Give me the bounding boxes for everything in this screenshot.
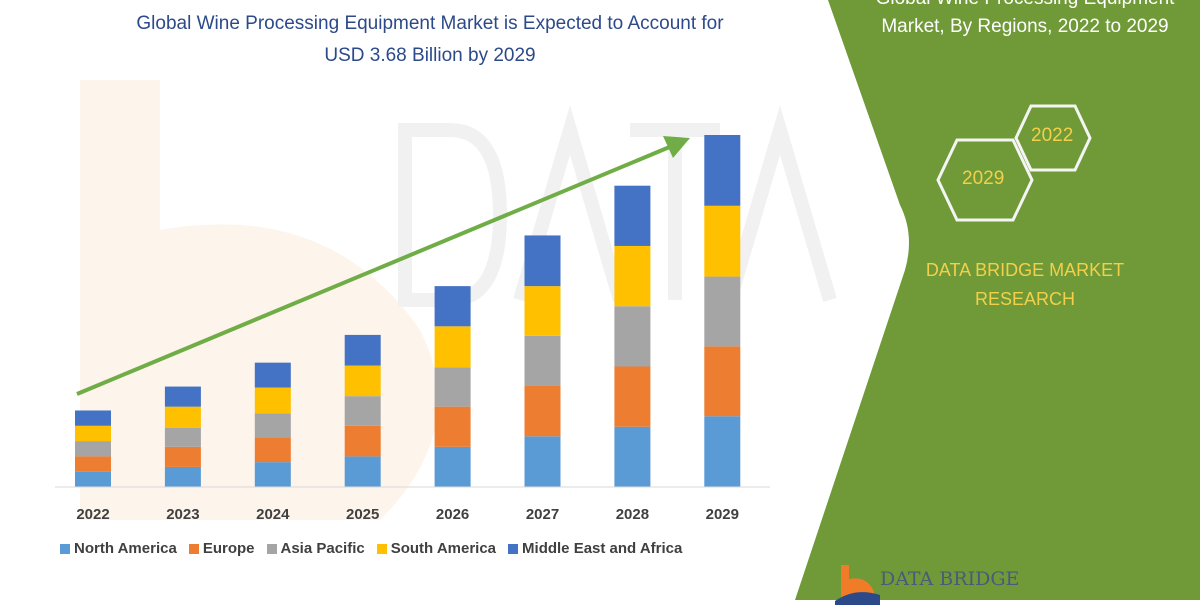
logo-text: DATA BRIDGE (880, 568, 1020, 590)
chart-title: Global Wine Processing Equipment Market … (40, 8, 820, 72)
legend-label: South America (390, 540, 497, 557)
bar-segment-2026-south-america (434, 326, 471, 368)
legend-swatch (508, 543, 519, 554)
bar-segment-2022-asia-pacific (75, 441, 111, 457)
x-tick-label: 2027 (526, 506, 559, 523)
bar-segment-2025-middle-east-and-africa (344, 334, 381, 366)
legend-label: Europe (202, 540, 255, 557)
chart-title-line1: Global Wine Processing Equipment Market … (136, 13, 724, 34)
bar-segment-2023-middle-east-and-africa (164, 386, 201, 407)
x-tick-label: 2028 (616, 506, 649, 523)
legend-label: Middle East and Africa (522, 540, 683, 557)
bar-segment-2025-europe (344, 425, 381, 457)
legend-swatch (60, 543, 70, 554)
bar-segment-2024-north-america (254, 462, 291, 487)
x-tick-label: 2029 (706, 506, 739, 523)
legend-swatch (188, 543, 199, 554)
bar-segment-2028-middle-east-and-africa (614, 185, 651, 246)
bar-segment-2029-europe (704, 346, 741, 417)
bar-segment-2028-north-america (614, 426, 651, 487)
legend-label: North America (74, 540, 177, 557)
bar-segment-2029-asia-pacific (704, 276, 741, 347)
x-tick-label: 2022 (76, 506, 109, 523)
legend-item: South America (376, 540, 497, 557)
legend-label: Asia Pacific (280, 540, 365, 557)
x-tick-label: 2025 (346, 506, 379, 523)
legend-item: Asia Pacific (266, 540, 365, 557)
brand-line1: DATA BRIDGE MARKET (925, 260, 1125, 280)
side-panel-title: Global Wine Processing Equipment Market,… (820, 0, 1200, 41)
trend-arrow (76, 136, 690, 396)
hex-label-2029: 2029 (962, 168, 1005, 189)
bar-segment-2023-south-america (164, 406, 201, 428)
chart-title-line2: USD 3.68 Billion by 2029 (324, 45, 536, 66)
bar-segment-2027-north-america (524, 436, 561, 487)
bar-segment-2023-asia-pacific (164, 427, 201, 447)
hex-label-2022: 2022 (1031, 125, 1074, 146)
side-title-line2: Market, By Regions, 2022 to 2029 (881, 16, 1169, 37)
side-title-line1: Global Wine Processing Equipment (820, 0, 1200, 13)
bar-segment-2025-north-america (344, 456, 381, 487)
bar-segment-2024-middle-east-and-africa (254, 362, 291, 388)
bar-segment-2023-north-america (164, 466, 201, 487)
bar-segment-2024-asia-pacific (254, 413, 291, 438)
bar-segment-2022-north-america (75, 471, 111, 487)
hexagon-icon-2022 (1014, 104, 1092, 172)
brand-text: DATA BRIDGE MARKET RESEARCH (900, 256, 1150, 314)
x-tick-label: 2026 (436, 506, 469, 523)
bar-segment-2028-europe (614, 366, 651, 427)
bar-segment-2026-europe (434, 406, 471, 447)
hexagon-icon-2029 (936, 138, 1034, 222)
bar-segment-2027-south-america (524, 286, 561, 336)
bar-segment-2029-middle-east-and-africa (704, 135, 741, 206)
legend-item: Europe (188, 540, 255, 557)
bar-segment-2026-north-america (434, 446, 471, 487)
bar-segment-2022-europe (75, 456, 111, 472)
bar-segment-2025-south-america (344, 365, 381, 397)
bar-segment-2029-south-america (704, 205, 741, 277)
bar-segment-2028-south-america (614, 245, 651, 307)
bar-segment-2027-middle-east-and-africa (524, 235, 561, 287)
legend-item: North America (60, 540, 177, 557)
x-tick-label: 2023 (166, 506, 199, 523)
legend: North America Europe Asia Pacific South Ame… (60, 540, 682, 557)
bar-segment-2028-asia-pacific (614, 306, 651, 367)
bar-segment-2026-asia-pacific (434, 367, 471, 407)
bar-segment-2022-south-america (75, 425, 111, 442)
x-tick-label: 2024 (256, 506, 290, 523)
bar-segment-2022-middle-east-and-africa (75, 410, 111, 426)
bar-segment-2027-asia-pacific (524, 335, 561, 386)
brand-line2: RESEARCH (974, 289, 1076, 309)
legend-swatch (266, 543, 277, 554)
legend-swatch (376, 543, 387, 554)
bar-segment-2026-middle-east-and-africa (434, 286, 471, 327)
bar-segment-2029-north-america (704, 416, 741, 487)
bar-segment-2024-south-america (254, 387, 291, 414)
legend-item: Middle East and Africa (508, 540, 682, 557)
bar-segment-2025-asia-pacific (344, 396, 381, 426)
bar-segment-2027-europe (524, 385, 561, 437)
bar-segment-2024-europe (254, 437, 291, 463)
bar-segment-2023-europe (164, 446, 201, 467)
